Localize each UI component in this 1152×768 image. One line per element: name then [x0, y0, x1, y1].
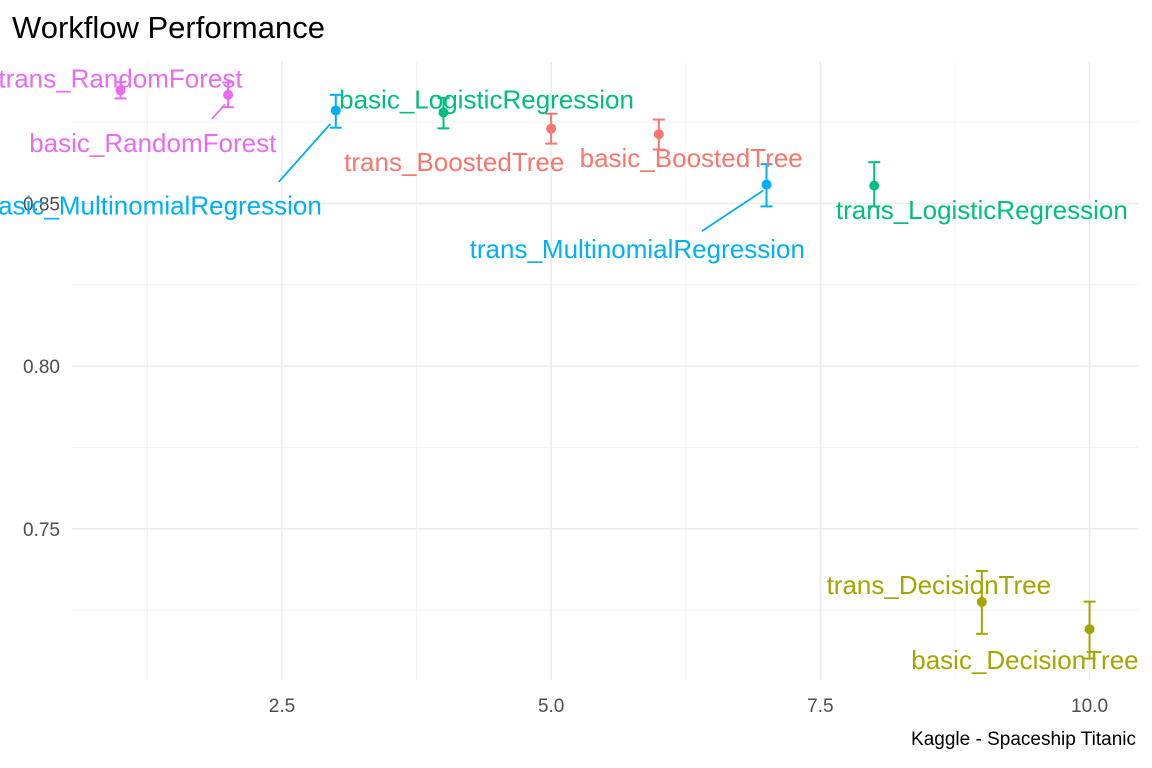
point-label: trans_LogisticRegression — [836, 195, 1128, 225]
label-connector — [278, 123, 332, 183]
x-tick-label: 5.0 — [538, 696, 564, 717]
label-connector — [701, 189, 764, 232]
point-labels: trans_RandomForestbasic_RandomForestbasi… — [0, 63, 1139, 675]
x-axis-ticks: 2.5 5.0 7.5 10.0 — [269, 696, 1108, 717]
y-tick-label: 0.80 — [23, 357, 60, 378]
point-label: trans_MultinomialRegression — [470, 234, 805, 264]
data-point — [653, 129, 664, 140]
data-point — [976, 596, 987, 607]
point-label: trans_DecisionTree — [827, 570, 1051, 600]
data-point — [115, 85, 126, 96]
x-tick-label: 7.5 — [807, 696, 833, 717]
data-point — [761, 179, 772, 190]
point-label: trans_BoostedTree — [344, 147, 564, 177]
data-point — [1084, 624, 1095, 635]
chart-title: Workflow Performance — [12, 10, 325, 45]
y-tick-label: 0.75 — [23, 520, 60, 541]
major-grid — [72, 62, 1138, 680]
minor-grid — [72, 62, 1138, 680]
chart-caption: Kaggle - Spaceship Titanic — [911, 729, 1136, 750]
data-point — [869, 180, 880, 191]
point-label: basic_MultinomialRegression — [0, 190, 322, 220]
y-axis-ticks: 0.75 0.80 0.85 — [23, 194, 60, 540]
point-label: basic_RandomForest — [29, 128, 277, 158]
point-label: basic_DecisionTree — [911, 645, 1138, 675]
data-point — [223, 89, 234, 100]
x-tick-label: 2.5 — [269, 696, 295, 717]
data-point — [546, 123, 557, 134]
y-tick-label: 0.85 — [23, 194, 60, 215]
point-label: trans_RandomForest — [0, 63, 243, 93]
error-bars — [114, 81, 1096, 660]
data-point — [330, 105, 341, 116]
x-tick-label: 10.0 — [1071, 696, 1108, 717]
point-label: basic_LogisticRegression — [339, 84, 634, 114]
data-point — [438, 107, 449, 118]
data-points — [115, 85, 1095, 635]
point-label: basic_BoostedTree — [580, 143, 803, 173]
